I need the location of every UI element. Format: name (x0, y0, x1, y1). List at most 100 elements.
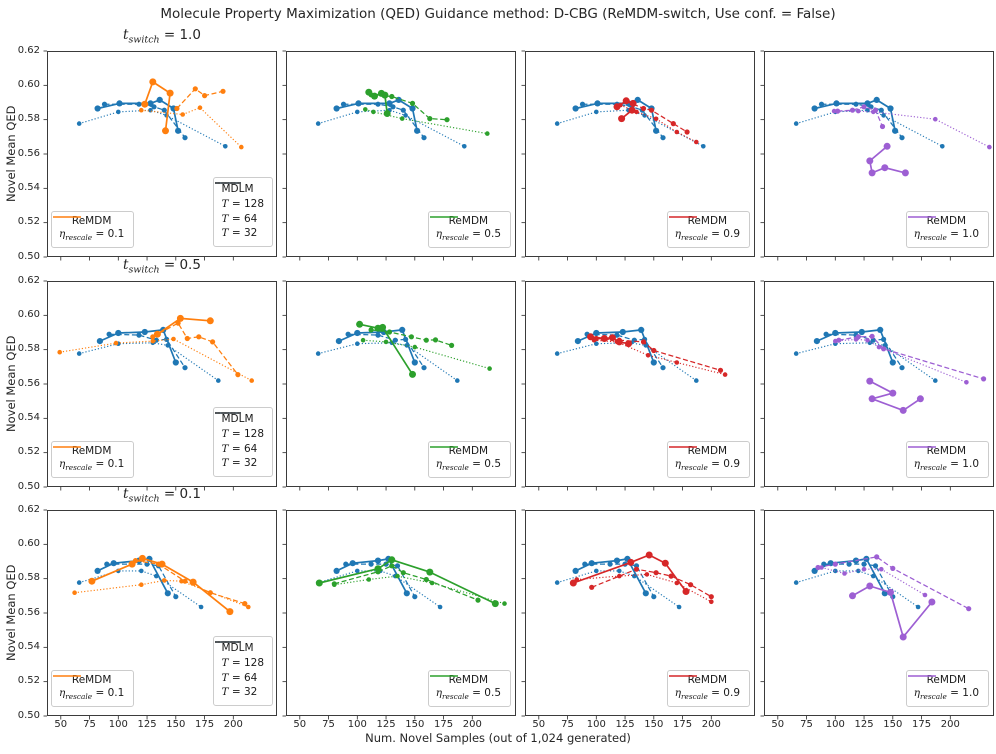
legend-line-sample-solid (53, 215, 81, 218)
legend-line-sample-solid (668, 445, 697, 448)
x-tick-label: 125 (615, 719, 635, 730)
row-title: tswitch = 0.1 (123, 486, 201, 505)
axis-ticks (760, 50, 951, 261)
series-line-dotted (318, 570, 441, 608)
x-tick-label: 175 (434, 719, 454, 730)
y-tick-label: 0.52 (17, 216, 40, 228)
legend-remdm-text: ReMDM ηrescale = 0.5 (436, 445, 501, 473)
axis-ticks (760, 509, 951, 720)
legend-label-remdm: ReMDM (71, 673, 112, 686)
subplot-r2c2: ReMDM ηrescale = 0.5 (282, 280, 516, 491)
series-markers-dashed (835, 104, 886, 130)
series-markers-dashed (589, 566, 714, 600)
series-markers-dashed (368, 327, 455, 348)
series-line-solid (869, 380, 921, 412)
series-markers-solid (811, 96, 899, 134)
axis-ticks (282, 280, 473, 491)
axes-border (286, 51, 516, 257)
y-tick-label: 0.58 (17, 113, 40, 125)
x-tick-label: 100 (586, 719, 606, 730)
series-markers-solid (813, 326, 896, 366)
legend-label-T128: T = 128 (221, 428, 264, 441)
legend-label-eta: ηrescale = 0.9 (674, 228, 740, 243)
legend-label-remdm: ReMDM (448, 444, 489, 457)
axes-border (525, 51, 755, 257)
y-tick-label: 0.50 (17, 709, 40, 721)
legend-remdm-text: ReMDM ηrescale = 1.0 (914, 674, 979, 702)
legend-label-T64: T = 64 (221, 671, 258, 684)
x-tick-label: 75 (561, 719, 574, 730)
series-markers-dotted (72, 578, 251, 610)
series-line-dashed (817, 556, 969, 610)
legend-label-remdm: ReMDM (71, 444, 112, 457)
series-markers-dashed (174, 86, 226, 112)
legend-remdm-text: ReMDM ηrescale = 1.0 (914, 215, 979, 243)
y-tick-label: 0.52 (17, 675, 40, 687)
subplot-r1c3: ReMDM ηrescale = 0.9 (521, 50, 755, 261)
legend-remdm-text: ReMDM ηrescale = 0.9 (675, 445, 740, 473)
series-markers-dashed (815, 554, 972, 612)
series-markers-solid (88, 554, 234, 616)
legend-line-sample-solid (668, 215, 697, 218)
subplot-r1c1: MDLM T = 128 T = 64 T = 32 ReMDM ηrescale = 0… (43, 50, 277, 261)
series-line-dotted (593, 339, 726, 376)
y-tick-label: 0.50 (17, 480, 40, 492)
plot-canvas (760, 50, 994, 261)
series-line-dotted (821, 566, 926, 596)
series-markers-dotted (831, 108, 992, 150)
legend-line-sample-solid (907, 674, 936, 677)
legend-remdm: ReMDM ηrescale = 0.5 (427, 440, 511, 478)
y-tick-label: 0.60 (17, 308, 40, 320)
x-tick-label: 200 (462, 719, 482, 730)
axis-ticks (43, 50, 234, 261)
subplot-r2c3: ReMDM ηrescale = 0.9 (521, 280, 755, 491)
legend-remdm-text: ReMDM ηrescale = 0.1 (59, 674, 124, 702)
series-line-dotted (796, 570, 919, 608)
series-markers-solid (141, 78, 174, 135)
axes-border (764, 51, 994, 257)
axes-border (525, 281, 755, 487)
legend-line-sample-solid (429, 215, 458, 218)
legend-label-remdm: ReMDM (448, 673, 489, 686)
series-line-dashed (152, 322, 239, 375)
x-tick-label: 100 (347, 719, 367, 730)
y-tick-label: 0.58 (17, 343, 40, 355)
series-line-dotted (59, 338, 252, 382)
series-markers-dashed (331, 563, 481, 603)
x-tick-label: 75 (83, 719, 96, 730)
legend-remdm: ReMDM ηrescale = 0.9 (666, 669, 750, 707)
axis-ticks (760, 280, 951, 491)
y-tick-label: 0.60 (17, 78, 40, 90)
legend-label-T128: T = 128 (221, 657, 264, 670)
series-line-dashed (334, 565, 479, 601)
series-markers-dotted (793, 107, 945, 149)
legend-label-mdlm: MDLM (221, 413, 254, 426)
legend-line-sample-dotted (215, 182, 242, 185)
legend-label-eta: ηrescale = 0.5 (435, 687, 501, 702)
axis-ticks (43, 280, 234, 491)
plot-canvas (521, 280, 755, 491)
axes-border (286, 510, 516, 716)
legend-label-remdm: ReMDM (687, 214, 728, 227)
x-tick-label: 175 (673, 719, 693, 730)
x-tick-label: 50 (293, 719, 307, 730)
plot-canvas (43, 509, 277, 720)
subplot-r3c2: ReMDM ηrescale = 0.5 (282, 509, 516, 720)
legend-entry-T128: T = 128 (215, 412, 264, 442)
y-tick-label: 0.62 (17, 274, 40, 286)
x-tick-label: 50 (532, 719, 546, 730)
series-line-dotted (79, 109, 226, 147)
x-tick-label: 200 (940, 719, 960, 730)
legend-label-T32: T = 32 (221, 457, 258, 470)
x-tick-label: 125 (854, 719, 874, 730)
series-markers-dashed (836, 333, 987, 382)
series-line-dotted (576, 573, 712, 603)
x-tick-label: 125 (376, 719, 396, 730)
legend-entry-T32: T = 32 (215, 182, 264, 241)
subplot-r3c3: ReMDM ηrescale = 0.9 (521, 509, 755, 720)
series-line-dotted (835, 338, 967, 383)
legend-entry-T128: T = 128 (215, 182, 264, 212)
axis-ticks (521, 280, 712, 491)
plot-canvas (43, 280, 277, 491)
series-markers-solid (365, 88, 391, 117)
